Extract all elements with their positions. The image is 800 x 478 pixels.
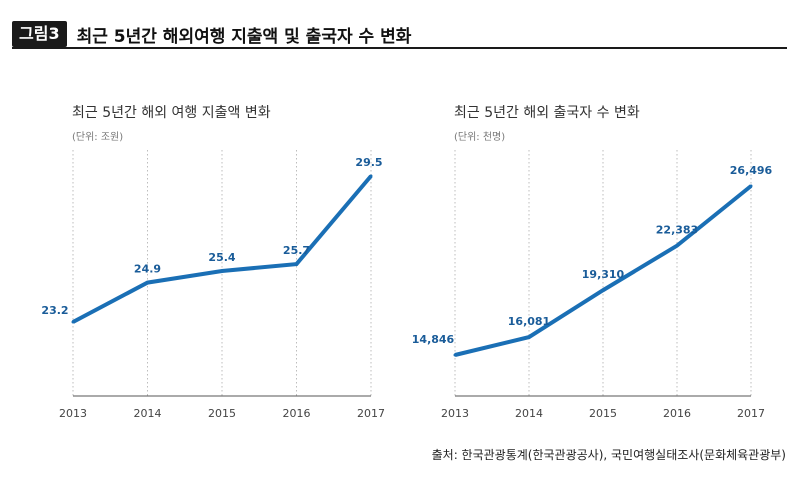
chart-1-data-point (369, 174, 373, 178)
chart-2-unit: (단위: 천명) (454, 132, 506, 143)
chart-1-data-label: 25.4 (208, 251, 235, 264)
figure-header: 그림3 최근 5년간 해외여행 지출액 및 출국자 수 변화 (12, 21, 412, 47)
chart-2-data-point (601, 288, 605, 292)
chart-1-tick-label: 2014 (134, 407, 162, 420)
chart-1-tick-label: 2016 (283, 407, 311, 420)
chart-1-tick-label: 2013 (59, 407, 87, 420)
chart-1-data-label: 29.5 (355, 156, 382, 169)
source-note: 출처: 한국관광통계(한국관광공사), 국민여행실태조사(문화체육관광부) (431, 448, 786, 462)
chart-1-data-point (146, 281, 149, 285)
figure-badge: 그림3 (12, 21, 67, 47)
chart-2-data-point (749, 184, 753, 188)
chart-2-title: 최근 5년간 해외 출국자 수 변화 (454, 105, 640, 121)
chart-2-data-point (675, 244, 679, 248)
chart-2-data-label: 22,383 (656, 224, 698, 237)
chart-2-data-label: 19,310 (582, 268, 625, 281)
chart-2-tick-label: 2016 (663, 407, 691, 420)
chart-1-tick-label: 2017 (357, 407, 385, 420)
chart-1-unit: (단위: 조원) (72, 132, 124, 143)
chart-2-data-point (527, 335, 531, 339)
chart-2-data-label: 26,496 (730, 164, 773, 177)
chart-2-data-point (453, 353, 457, 357)
chart-1-title: 최근 5년간 해외 여행 지출액 변화 (72, 105, 271, 121)
chart-1-data-point (220, 269, 224, 273)
header-divider (12, 47, 787, 49)
chart-2-tick-label: 2015 (589, 407, 617, 420)
chart-1-data-point (295, 262, 298, 266)
chart-2-tick-label: 2013 (441, 407, 469, 420)
chart-1-data-label: 24.9 (134, 263, 161, 276)
chart-2-tick-label: 2014 (515, 407, 543, 420)
chart-1-data-label: 25.7 (283, 244, 310, 257)
chart-1-series-line (72, 174, 373, 324)
chart-1-data-label: 23.2 (41, 304, 68, 317)
chart-2-tick-label: 2017 (737, 407, 765, 420)
figure-title: 최근 5년간 해외여행 지출액 및 출국자 수 변화 (76, 26, 412, 47)
chart-2-data-label: 14,846 (412, 333, 455, 346)
chart-2-data-label: 16,081 (508, 315, 550, 328)
chart-1-tick-label: 2015 (208, 407, 236, 420)
chart-1-data-point (71, 320, 75, 324)
